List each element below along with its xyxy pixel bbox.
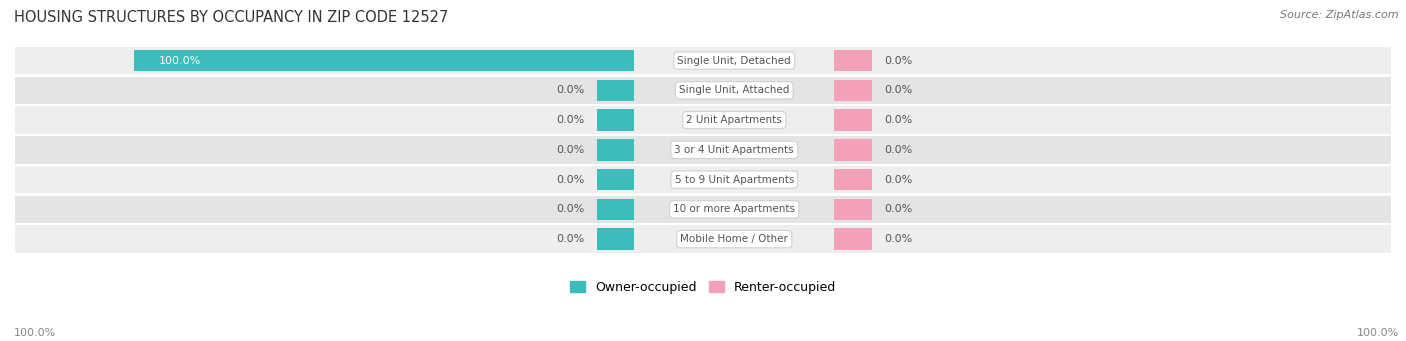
Bar <box>596 199 634 220</box>
Text: 0.0%: 0.0% <box>555 145 583 155</box>
Bar <box>15 136 1391 164</box>
Bar <box>834 139 872 161</box>
Bar <box>834 228 872 250</box>
Bar <box>15 47 1391 74</box>
Bar <box>596 169 634 190</box>
Bar <box>596 109 634 131</box>
Bar <box>15 166 1391 193</box>
Text: 3 or 4 Unit Apartments: 3 or 4 Unit Apartments <box>675 145 794 155</box>
Bar <box>15 225 1391 253</box>
Bar <box>134 50 634 71</box>
Bar <box>15 196 1391 223</box>
Bar <box>834 50 872 71</box>
Text: Mobile Home / Other: Mobile Home / Other <box>681 234 789 244</box>
Text: 0.0%: 0.0% <box>884 204 912 214</box>
Bar <box>834 199 872 220</box>
Text: 0.0%: 0.0% <box>884 234 912 244</box>
Bar <box>596 228 634 250</box>
Text: 0.0%: 0.0% <box>555 85 583 95</box>
Text: 2 Unit Apartments: 2 Unit Apartments <box>686 115 782 125</box>
Text: 5 to 9 Unit Apartments: 5 to 9 Unit Apartments <box>675 175 794 184</box>
Bar <box>596 79 634 101</box>
Text: 0.0%: 0.0% <box>555 175 583 184</box>
Bar <box>596 139 634 161</box>
Text: Source: ZipAtlas.com: Source: ZipAtlas.com <box>1281 10 1399 20</box>
Text: 0.0%: 0.0% <box>884 56 912 65</box>
Text: 0.0%: 0.0% <box>555 234 583 244</box>
Bar <box>15 77 1391 104</box>
Text: Single Unit, Attached: Single Unit, Attached <box>679 85 789 95</box>
Bar <box>834 109 872 131</box>
Text: 100.0%: 100.0% <box>14 328 56 338</box>
Bar <box>15 106 1391 134</box>
Text: Single Unit, Detached: Single Unit, Detached <box>678 56 792 65</box>
Text: 0.0%: 0.0% <box>884 145 912 155</box>
Text: 100.0%: 100.0% <box>1357 328 1399 338</box>
Bar <box>834 79 872 101</box>
Text: 0.0%: 0.0% <box>884 175 912 184</box>
Text: 0.0%: 0.0% <box>555 115 583 125</box>
Text: 100.0%: 100.0% <box>159 56 201 65</box>
Text: 0.0%: 0.0% <box>555 204 583 214</box>
Text: 0.0%: 0.0% <box>884 115 912 125</box>
Legend: Owner-occupied, Renter-occupied: Owner-occupied, Renter-occupied <box>569 281 837 294</box>
Bar <box>834 169 872 190</box>
Text: 0.0%: 0.0% <box>884 85 912 95</box>
Text: 10 or more Apartments: 10 or more Apartments <box>673 204 796 214</box>
Text: HOUSING STRUCTURES BY OCCUPANCY IN ZIP CODE 12527: HOUSING STRUCTURES BY OCCUPANCY IN ZIP C… <box>14 10 449 25</box>
